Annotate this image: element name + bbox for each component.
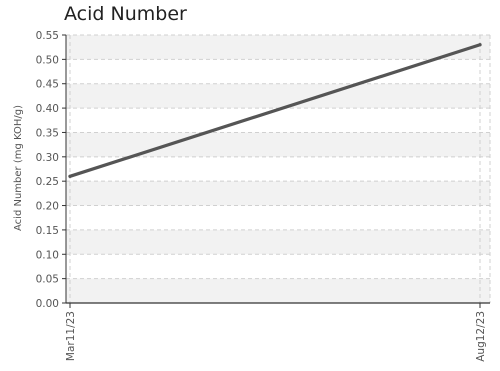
y-tick-label: 0.05 — [36, 274, 59, 286]
plot-bands — [66, 35, 490, 303]
x-tick-labels: Mar11/23 Aug12/23 — [65, 311, 487, 362]
plot-grid — [66, 34, 491, 303]
plot-band — [66, 35, 490, 60]
y-tick-label: 0.40 — [36, 103, 59, 115]
plot-band — [66, 132, 490, 157]
series-line — [68, 43, 482, 178]
y-tick-label: 0.10 — [36, 249, 59, 261]
y-tick-label: 0.15 — [36, 225, 59, 237]
y-tick-label: 0.30 — [36, 152, 59, 164]
chart-title: Acid Number — [64, 3, 187, 25]
y-tick-label: 0.00 — [36, 298, 59, 310]
y-tick-labels: 0.00 0.05 0.10 0.15 0.20 0.25 0.30 0.35 0.40 0.45… — [36, 30, 59, 310]
plot-band — [66, 278, 490, 303]
data-point — [478, 43, 482, 47]
x-tick-label: Mar11/23 — [65, 311, 77, 361]
y-tick-label: 0.45 — [36, 79, 59, 91]
x-tick-label: Aug12/23 — [475, 311, 487, 362]
y-axis-label: Acid Number (mg KOH/g) — [13, 105, 24, 231]
y-tick-label: 0.55 — [36, 30, 59, 42]
series-lines — [68, 43, 482, 178]
y-tick-label: 0.50 — [36, 54, 59, 66]
y-tick-label: 0.35 — [36, 127, 59, 139]
plot-axes — [62, 34, 490, 308]
plot-band — [66, 229, 490, 255]
y-tick-label: 0.25 — [36, 176, 59, 188]
y-tick-label: 0.20 — [36, 201, 59, 213]
plot-band — [66, 181, 490, 206]
plot-band — [66, 83, 490, 109]
data-point — [68, 174, 72, 178]
